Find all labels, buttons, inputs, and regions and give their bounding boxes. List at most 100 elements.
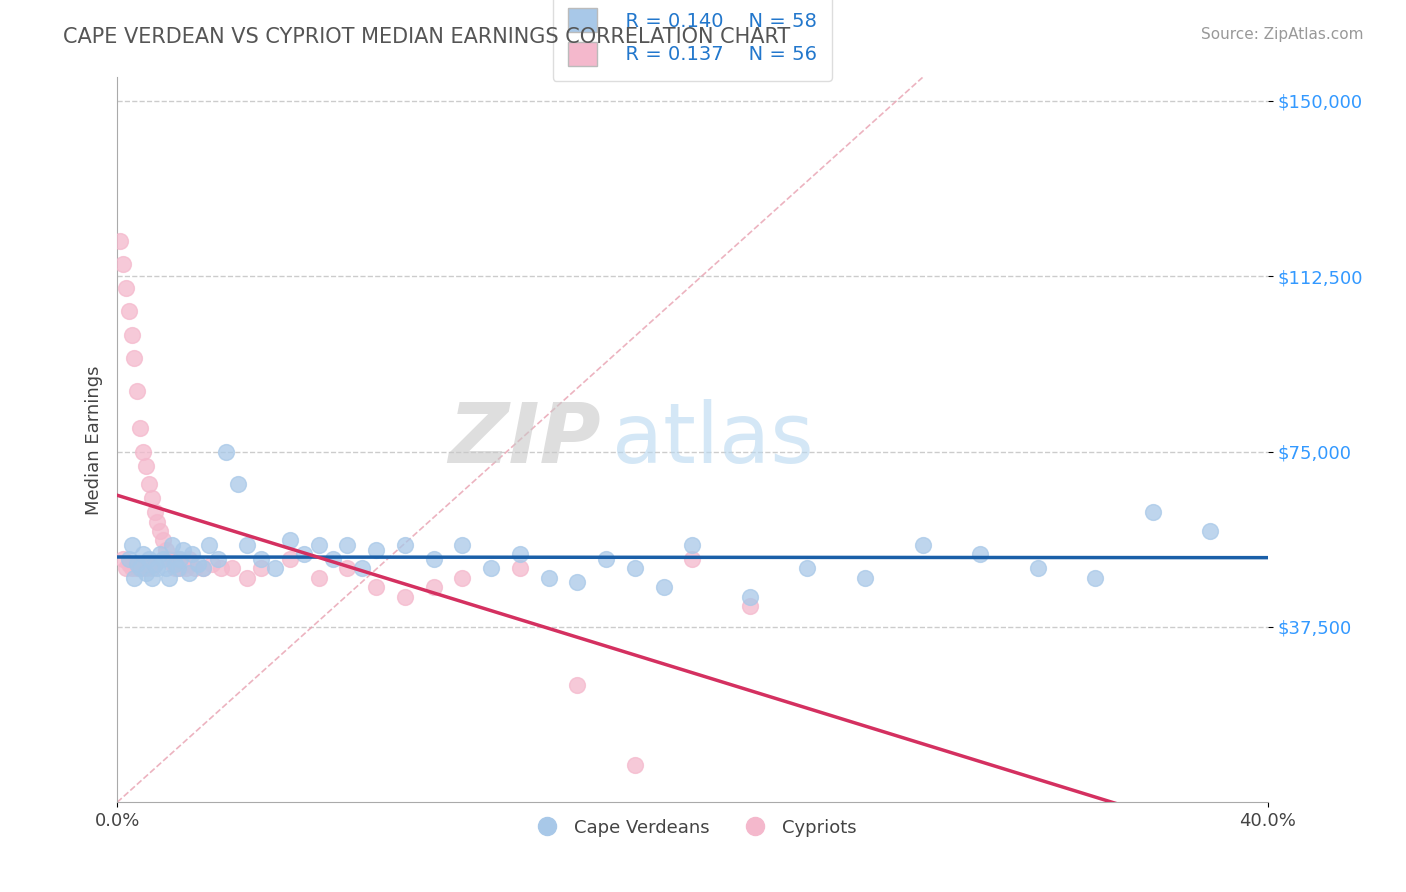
Point (215, 444, 238, 458)
Point (143, 557, 166, 571)
Point (567, 678, 589, 692)
Point (127, 384, 149, 398)
Text: ZIP: ZIP (447, 400, 600, 481)
Text: CAPE VERDEAN VS CYPRIOT MEDIAN EARNINGS CORRELATION CHART: CAPE VERDEAN VS CYPRIOT MEDIAN EARNINGS … (63, 27, 790, 46)
Point (121, 538, 143, 552)
Point (135, 566, 157, 581)
Point (292, 548, 315, 562)
Point (1142, 505, 1164, 519)
Point (624, 757, 647, 772)
Point (1199, 524, 1222, 538)
Point (149, 548, 172, 562)
Point (681, 552, 703, 566)
Y-axis label: Median Earnings: Median Earnings (86, 365, 103, 515)
Point (207, 552, 229, 566)
Point (138, 552, 160, 566)
Point (451, 571, 474, 585)
Point (155, 542, 177, 557)
Point (129, 561, 152, 575)
Point (163, 557, 186, 571)
Point (184, 561, 207, 575)
Point (177, 552, 200, 566)
Point (198, 538, 221, 552)
Point (127, 561, 149, 575)
Point (149, 524, 172, 538)
Point (141, 491, 163, 506)
Point (160, 538, 183, 552)
Point (235, 538, 257, 552)
Point (1084, 571, 1107, 585)
Point (118, 304, 141, 318)
Point (129, 421, 152, 435)
Point (537, 571, 560, 585)
Point (336, 538, 359, 552)
Point (121, 327, 143, 342)
Point (364, 580, 387, 594)
Point (138, 477, 160, 491)
Point (169, 561, 191, 575)
Point (124, 557, 146, 571)
Point (193, 561, 215, 575)
Point (350, 561, 373, 575)
Point (394, 538, 416, 552)
Point (146, 561, 169, 575)
Point (169, 552, 191, 566)
Point (451, 538, 474, 552)
Point (422, 580, 444, 594)
Point (595, 552, 617, 566)
Point (118, 552, 141, 566)
Point (166, 561, 188, 575)
Point (135, 561, 157, 575)
Point (364, 542, 387, 557)
Point (118, 557, 141, 571)
Point (250, 561, 273, 575)
Point (129, 557, 152, 571)
Point (278, 552, 301, 566)
Point (853, 571, 876, 585)
Point (135, 458, 157, 473)
Point (146, 515, 169, 529)
Point (132, 444, 155, 458)
Point (193, 561, 215, 575)
Point (132, 561, 155, 575)
Point (141, 571, 163, 585)
Text: atlas: atlas (612, 400, 814, 481)
Point (250, 552, 273, 566)
Point (172, 542, 194, 557)
Point (235, 571, 257, 585)
Legend: Cape Verdeans, Cypriots: Cape Verdeans, Cypriots (522, 812, 863, 844)
Point (209, 561, 232, 575)
Point (796, 561, 818, 575)
Point (187, 557, 209, 571)
Point (143, 557, 166, 571)
Point (141, 561, 163, 575)
Point (143, 505, 166, 519)
Point (278, 533, 301, 548)
Point (264, 561, 287, 575)
Point (124, 571, 146, 585)
Point (567, 575, 589, 590)
Point (127, 557, 149, 571)
Point (111, 552, 134, 566)
Text: Source: ZipAtlas.com: Source: ZipAtlas.com (1201, 27, 1364, 42)
Point (394, 590, 416, 604)
Point (226, 477, 249, 491)
Point (111, 258, 134, 272)
Point (479, 561, 502, 575)
Point (308, 571, 330, 585)
Point (114, 561, 136, 575)
Point (124, 351, 146, 365)
Point (738, 599, 761, 613)
Point (121, 561, 143, 575)
Point (172, 557, 194, 571)
Point (174, 561, 197, 575)
Point (181, 548, 204, 562)
Point (160, 557, 183, 571)
Point (152, 552, 174, 566)
Point (681, 538, 703, 552)
Point (509, 548, 531, 562)
Point (177, 566, 200, 581)
Point (911, 538, 934, 552)
Point (336, 561, 359, 575)
Point (322, 552, 344, 566)
